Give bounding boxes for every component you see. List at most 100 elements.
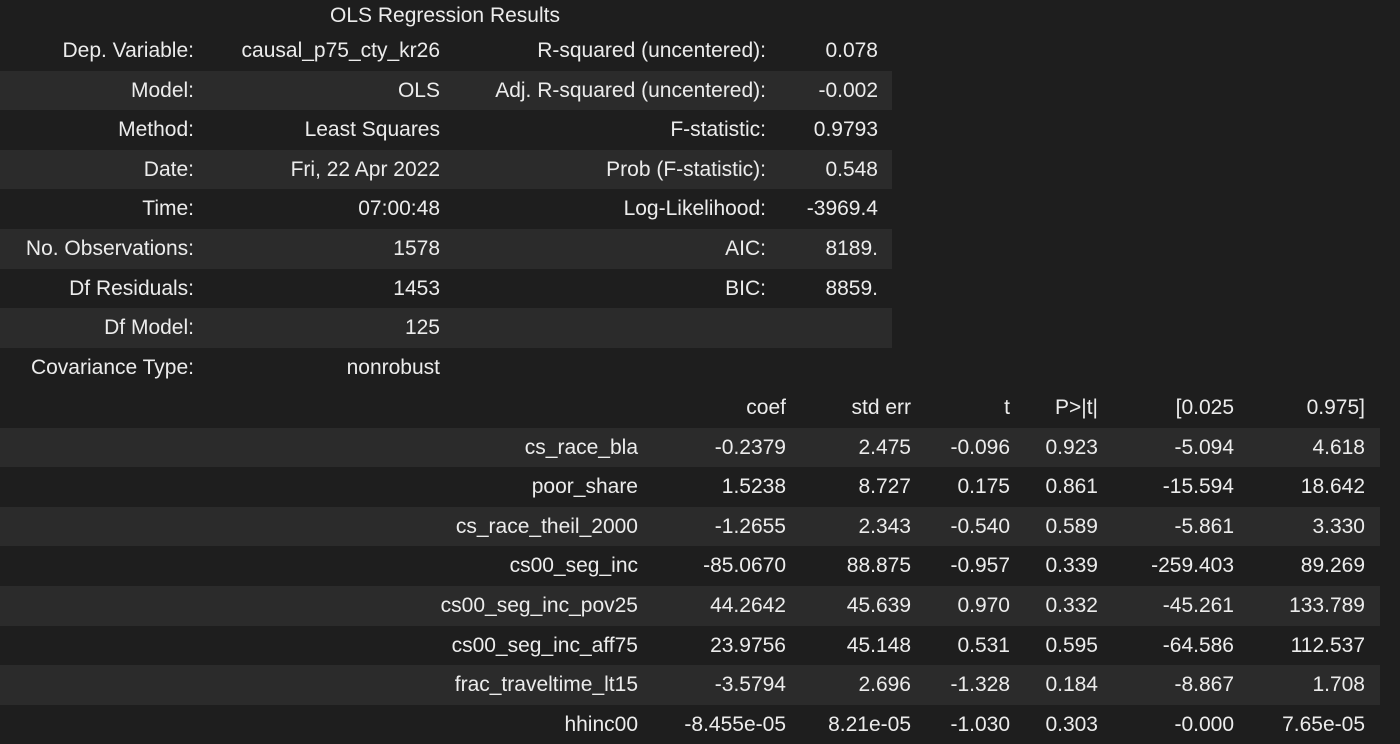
- column-header-coef: coef: [746, 396, 786, 419]
- summary-value: 0.9793: [813, 118, 878, 142]
- column-header-p-value: P>|t|: [1054, 396, 1098, 419]
- ci-upper-value: 133.789: [1289, 593, 1365, 617]
- summary-label: Model:: [130, 78, 194, 102]
- column-header-ci-lower: [0.025: [1175, 396, 1234, 419]
- ci-lower-value: -8.867: [1174, 673, 1234, 697]
- std-err-value: 45.639: [846, 593, 911, 617]
- summary-value: 0.078: [825, 39, 878, 62]
- t-value: -1.328: [950, 673, 1010, 697]
- ci-lower-value: -45.261: [1162, 593, 1234, 617]
- coef-value: 44.2642: [710, 593, 786, 617]
- ci-lower-value: -64.586: [1162, 633, 1234, 657]
- p-value: 0.861: [1045, 475, 1098, 499]
- summary-row-dep-variable: Dep. Variable: causal_p75_cty_kr26 R-squ…: [0, 31, 892, 71]
- summary-label: Prob (F-statistic):: [606, 157, 766, 181]
- summary-label: Df Model:: [104, 316, 194, 340]
- variable-name: frac_traveltime_lt15: [454, 673, 638, 697]
- t-value: -1.030: [950, 712, 1010, 736]
- table-row: cs00_seg_inc_aff75 23.9756 45.148 0.531 …: [0, 626, 1380, 666]
- summary-value: -3969.4: [806, 197, 878, 221]
- t-value: 0.531: [957, 633, 1010, 657]
- column-header-t: t: [1004, 396, 1010, 419]
- p-value: 0.589: [1045, 514, 1098, 538]
- ci-lower-value: -5.861: [1174, 514, 1234, 538]
- coef-value: 23.9756: [710, 633, 786, 657]
- std-err-value: 45.148: [846, 633, 911, 657]
- ci-lower-value: -0.000: [1174, 712, 1234, 736]
- p-value: 0.303: [1045, 712, 1098, 736]
- summary-label: Date:: [143, 157, 194, 181]
- t-value: -0.957: [950, 554, 1010, 578]
- summary-value: 8189.: [825, 236, 878, 260]
- coef-value: -85.0670: [703, 554, 786, 578]
- coefficient-header-row: coef std err t P>|t| [0.025 0.975]: [0, 388, 1380, 428]
- summary-label: No. Observations:: [25, 236, 194, 260]
- model-summary-table: Dep. Variable: causal_p75_cty_kr26 R-squ…: [0, 31, 892, 387]
- table-row: cs00_seg_inc_pov25 44.2642 45.639 0.970 …: [0, 585, 1380, 626]
- summary-value: 1453: [393, 276, 440, 300]
- summary-value: causal_p75_cty_kr26: [241, 39, 440, 62]
- summary-value: Fri, 22 Apr 2022: [290, 157, 440, 181]
- summary-row-df-residuals: Df Residuals: 1453 BIC: 8859.: [0, 269, 892, 309]
- p-value: 0.184: [1045, 673, 1098, 697]
- summary-label: Log-Likelihood:: [623, 197, 766, 221]
- summary-value: 125: [404, 316, 440, 340]
- summary-value: Least Squares: [304, 118, 440, 142]
- p-value: 0.339: [1045, 554, 1098, 578]
- t-value: -0.096: [950, 435, 1010, 459]
- summary-value: 8859.: [825, 276, 878, 300]
- summary-value: 1578: [393, 236, 440, 260]
- ci-upper-value: 1.708: [1312, 673, 1365, 697]
- summary-label: Dep. Variable:: [62, 39, 194, 62]
- summary-row-time: Time: 07:00:48 Log-Likelihood: -3969.4: [0, 189, 892, 229]
- coef-value: 1.5238: [721, 475, 786, 499]
- std-err-value: 2.343: [858, 514, 911, 538]
- summary-row-covariance: Covariance Type: nonrobust: [0, 348, 892, 388]
- summary-label: Adj. R-squared (uncentered):: [495, 78, 766, 102]
- summary-label: F-statistic:: [670, 118, 766, 142]
- ci-lower-value: -259.403: [1151, 554, 1234, 578]
- coef-value: -1.2655: [714, 514, 786, 538]
- column-header-std-err: std err: [851, 396, 911, 419]
- summary-row-method: Method: Least Squares F-statistic: 0.979…: [0, 110, 892, 150]
- t-value: 0.970: [957, 593, 1010, 617]
- t-value: -0.540: [950, 514, 1010, 538]
- ci-upper-value: 112.537: [1290, 633, 1365, 657]
- table-row: hhinc00 -8.455e-05 8.21e-05 -1.030 0.303…: [0, 705, 1380, 744]
- table-row: poor_share 1.5238 8.727 0.175 0.861 -15.…: [0, 467, 1380, 507]
- ci-upper-value: 3.330: [1312, 514, 1365, 538]
- variable-name: poor_share: [531, 475, 638, 499]
- summary-row-df-model: Df Model: 125: [0, 308, 892, 348]
- summary-value: nonrobust: [346, 355, 440, 379]
- table-row: cs_race_bla -0.2379 2.475 -0.096 0.923 -…: [0, 427, 1380, 468]
- p-value: 0.595: [1045, 633, 1098, 657]
- ci-upper-value: 4.618: [1312, 435, 1365, 459]
- ci-upper-value: 89.269: [1300, 554, 1365, 578]
- column-header-ci-upper: 0.975]: [1306, 396, 1365, 419]
- ci-lower-value: -5.094: [1174, 435, 1234, 459]
- summary-label: Method:: [118, 118, 194, 142]
- variable-name: cs00_seg_inc: [509, 554, 638, 578]
- summary-value: 07:00:48: [358, 197, 440, 221]
- summary-label: Covariance Type:: [30, 355, 194, 379]
- summary-label: AIC:: [725, 236, 766, 260]
- std-err-value: 2.475: [858, 435, 911, 459]
- table-caption: OLS Regression Results: [330, 4, 560, 27]
- ci-upper-value: 7.65e-05: [1282, 712, 1365, 736]
- coef-value: -8.455e-05: [684, 712, 786, 736]
- table-row: cs_race_theil_2000 -1.2655 2.343 -0.540 …: [0, 506, 1380, 547]
- summary-row-observations: No. Observations: 1578 AIC: 8189.: [0, 228, 892, 269]
- ci-upper-value: 18.642: [1300, 475, 1365, 499]
- summary-row-date: Date: Fri, 22 Apr 2022 Prob (F-statistic…: [0, 149, 892, 190]
- summary-value: -0.002: [818, 78, 878, 102]
- variable-name: cs00_seg_inc_aff75: [451, 633, 638, 657]
- summary-label: Time:: [142, 197, 194, 221]
- ci-lower-value: -15.594: [1162, 475, 1234, 499]
- t-value: 0.175: [957, 475, 1010, 499]
- variable-name: cs_race_theil_2000: [455, 514, 638, 538]
- p-value: 0.923: [1045, 435, 1098, 459]
- summary-label: R-squared (uncentered):: [537, 39, 766, 62]
- std-err-value: 88.875: [846, 554, 911, 578]
- summary-value: 0.548: [825, 157, 878, 181]
- coefficient-table: coef std err t P>|t| [0.025 0.975] cs_ra…: [0, 388, 1380, 744]
